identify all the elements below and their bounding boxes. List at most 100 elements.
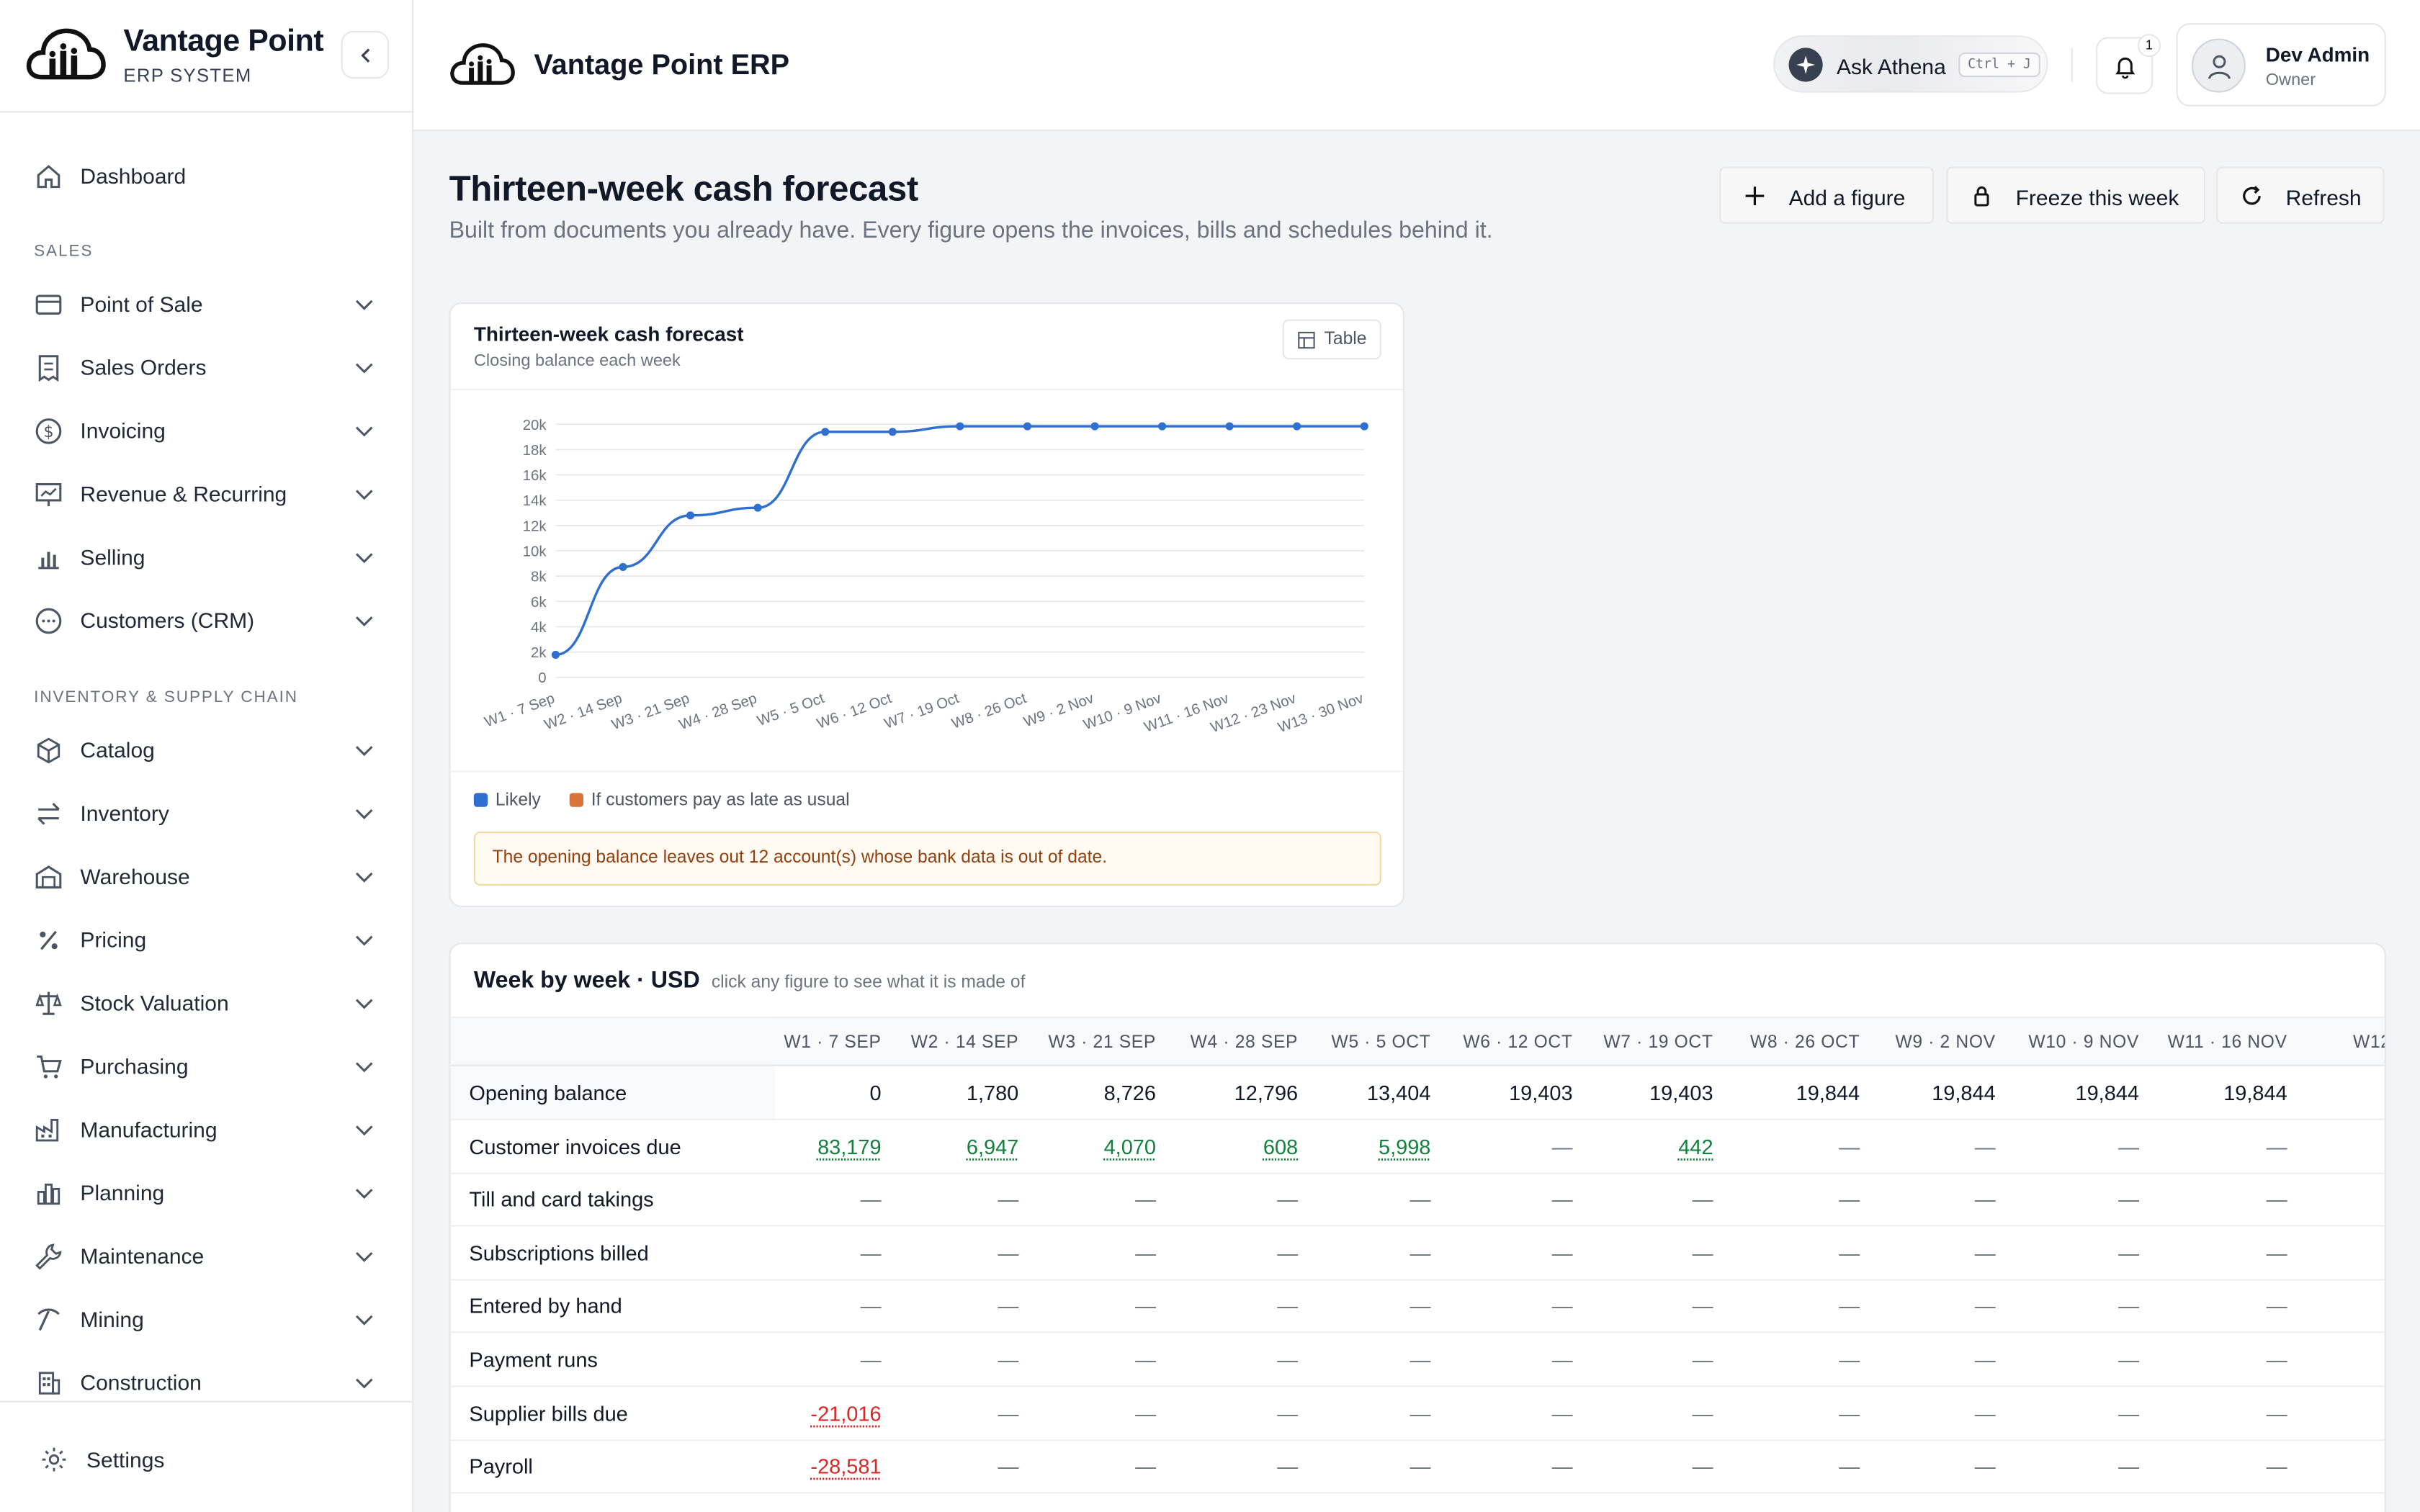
legend-item-likely[interactable]: Likely [473,791,541,810]
column-header[interactable]: W2 · 14 SEP [910,1033,1019,1053]
table-cell[interactable]: 5,998 [1379,1135,1431,1158]
table-cell: 8,726 [1103,1081,1156,1105]
chevron-down-icon [355,872,373,883]
sidebar-item-manufacturing[interactable]: Manufacturing [0,1099,412,1161]
refresh-label: Refresh [2285,185,2362,210]
sidebar-item-planning[interactable]: Planning [0,1162,412,1224]
column-header[interactable]: W6 · 12 OCT [1463,1033,1573,1053]
chevron-left-icon [360,48,369,62]
data-point [1293,422,1301,431]
page-title: Thirteen-week cash forecast [449,168,919,209]
table-cell: 13,404 [1366,1081,1431,1105]
table-view-toggle[interactable]: Table [1282,319,1381,360]
sidebar-item-point-of-sale[interactable]: Point of Sale [0,273,412,335]
brand-subtitle: ERP SYSTEM [123,65,252,86]
table-cell: — [1974,1401,1996,1426]
sidebar-item-revenue-recurring[interactable]: Revenue & Recurring [0,463,412,525]
table-cell[interactable]: 608 [1263,1135,1299,1158]
legend-swatch [473,793,488,807]
cloud-logo-icon [450,43,515,85]
table-cell[interactable]: -21,016 [810,1401,882,1426]
presentation-chart-icon [35,483,62,507]
chart-subtitle: Closing balance each week [473,351,681,371]
table-cell: — [1839,1188,1860,1212]
sidebar-item-sales-orders[interactable]: Sales Orders [0,336,412,398]
chevron-down-icon [355,809,373,819]
sidebar-item-mining[interactable]: Mining [0,1288,412,1350]
table-cell: — [1839,1348,1860,1372]
table-cell: — [2118,1455,2139,1479]
refresh-button[interactable]: Refresh [2216,166,2385,224]
column-header[interactable]: W3 · 21 SEP [1048,1033,1156,1053]
column-header[interactable]: W12 · 2 [2353,1033,2385,1053]
add-figure-button[interactable]: Add a figure [1719,166,1934,224]
table-row: Supplier bills due -21,016 — — — — — — — — — — [450,1387,2385,1441]
table-cell: — [1974,1188,1996,1212]
table-cell: — [2118,1401,2139,1426]
table-cell[interactable]: 83,179 [817,1135,882,1158]
y-tick-label: 8k [531,570,547,585]
table-cell: — [2266,1135,2287,1158]
table-cell: — [1277,1401,1299,1426]
legend-item-late-payers[interactable]: If customers pay as late as usual [569,791,850,810]
settings-label: Settings [86,1446,165,1472]
column-header[interactable]: W8 · 26 OCT [1749,1033,1860,1053]
sidebar-item-warehouse[interactable]: Warehouse [0,845,412,907]
sidebar-item-maintenance[interactable]: Maintenance [0,1225,412,1287]
table-cell: — [1277,1188,1299,1212]
notifications-button[interactable]: 1 [2096,34,2161,94]
sidebar-item-label: Point of Sale [80,292,203,317]
table-cell: — [1135,1401,1156,1426]
sidebar-item-inventory[interactable]: Inventory [0,782,412,844]
column-header[interactable]: W5 · 5 OCT [1331,1033,1431,1053]
sidebar-item-customers-crm[interactable]: Customers (CRM) [0,590,412,652]
sidebar-item-pricing[interactable]: Pricing [0,909,412,971]
shortcut-hint: Ctrl + J [1958,52,2040,78]
sidebar-item-construction[interactable]: Construction [0,1351,412,1413]
data-point [821,428,830,436]
chevron-down-icon [355,1251,373,1262]
column-header[interactable]: W11 · 16 NOV [2167,1033,2287,1053]
sidebar-item-dashboard[interactable]: Dashboard [0,145,412,207]
receipt-icon [38,355,59,382]
week-by-week-table-card: Week by week · USD click any figure to s… [449,942,2386,1512]
table-cell[interactable]: 4,070 [1103,1135,1156,1158]
table-cell: — [2118,1188,2139,1212]
table-cell[interactable]: 442 [1678,1135,1713,1158]
sidebar-item-catalog[interactable]: Catalog [0,719,412,781]
table-cell: — [1277,1455,1299,1479]
forecast-chart-card: Thirteen-week cash forecast Closing bala… [449,302,1404,907]
divider [450,389,1403,391]
chevron-down-icon [355,999,373,1009]
sidebar-item-purchasing[interactable]: Purchasing [0,1035,412,1097]
y-tick-label: 0 [538,670,546,686]
app-title: Vantage Point ERP [534,48,790,81]
collapse-sidebar-button[interactable] [341,30,389,79]
sidebar-item-settings[interactable]: Settings [0,1400,413,1512]
table-cell: 12,796 [1234,1081,1299,1105]
sidebar-item-stock-valuation[interactable]: Stock Valuation [0,972,412,1034]
ask-athena-button[interactable]: Ask Athena Ctrl + J [1773,35,2048,93]
page-subtitle: Built from documents you already have. E… [449,217,1493,244]
sidebar-item-selling[interactable]: Selling [0,526,412,588]
sidebar-item-invoicing[interactable]: $ Invoicing [0,400,412,462]
table-cell[interactable]: -28,581 [810,1455,882,1479]
table-cell: — [1551,1348,1573,1372]
factory-icon [35,1118,59,1142]
column-header[interactable]: W7 · 19 OCT [1603,1033,1713,1053]
table-cell: 19,844 [1932,1081,1996,1105]
column-header[interactable]: W1 · 7 SEP [784,1033,882,1053]
table-cell: — [1410,1295,1431,1318]
freeze-week-button[interactable]: Freeze this week [1946,166,2206,224]
data-point [619,562,627,571]
row-label-cell [450,1066,775,1119]
table-row: Payroll -28,581 — — — — — — — — — — [450,1440,2385,1494]
column-header[interactable]: W10 · 9 NOV [2028,1033,2139,1053]
table-cell[interactable]: 6,947 [966,1135,1019,1158]
table-row: Payment runs — — — — — — — — — — — [450,1333,2385,1387]
table-cell: — [1410,1455,1431,1479]
column-header[interactable]: W4 · 28 SEP [1190,1033,1299,1053]
chevron-down-icon [355,426,373,437]
user-menu[interactable]: Dev Admin Owner [2176,23,2386,107]
column-header[interactable]: W9 · 2 NOV [1895,1033,1996,1053]
